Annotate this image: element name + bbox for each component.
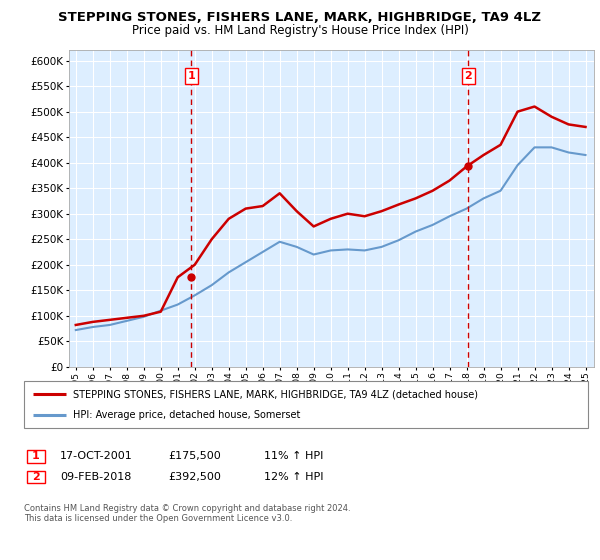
Text: Price paid vs. HM Land Registry's House Price Index (HPI): Price paid vs. HM Land Registry's House … [131, 24, 469, 36]
Text: STEPPING STONES, FISHERS LANE, MARK, HIGHBRIDGE, TA9 4LZ: STEPPING STONES, FISHERS LANE, MARK, HIG… [59, 11, 542, 24]
Text: £392,500: £392,500 [168, 472, 221, 482]
Text: STEPPING STONES, FISHERS LANE, MARK, HIGHBRIDGE, TA9 4LZ (detached house): STEPPING STONES, FISHERS LANE, MARK, HIG… [73, 389, 478, 399]
Text: 2: 2 [32, 472, 40, 482]
Text: 2: 2 [464, 71, 472, 81]
Text: 17-OCT-2001: 17-OCT-2001 [60, 451, 133, 461]
Text: 09-FEB-2018: 09-FEB-2018 [60, 472, 131, 482]
Text: 1: 1 [32, 451, 40, 461]
Text: Contains HM Land Registry data © Crown copyright and database right 2024.
This d: Contains HM Land Registry data © Crown c… [24, 504, 350, 524]
Text: HPI: Average price, detached house, Somerset: HPI: Average price, detached house, Some… [73, 410, 301, 420]
Text: £175,500: £175,500 [168, 451, 221, 461]
Text: 1: 1 [187, 71, 195, 81]
Text: 12% ↑ HPI: 12% ↑ HPI [264, 472, 323, 482]
Text: 11% ↑ HPI: 11% ↑ HPI [264, 451, 323, 461]
